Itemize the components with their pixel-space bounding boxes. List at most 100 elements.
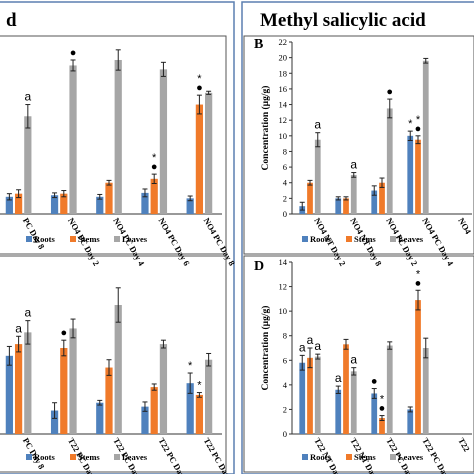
bar-leaves [386,108,393,214]
significance-mark: * [380,394,385,406]
bar-roots [50,410,59,434]
significance-mark: ● [60,327,67,339]
legend-swatch-stems [346,454,352,460]
significance-mark: ● [196,82,203,94]
y-tick-label: 8 [283,146,287,156]
bar-stems [379,182,385,214]
significance-mark: * [197,380,202,392]
panel-letter: B [254,37,263,52]
legend-swatch-leaves [114,454,120,460]
significance-mark: a [335,371,342,385]
significance-mark: ● [70,47,77,59]
y-tick-label: 22 [279,37,288,47]
significance-mark: ● [379,403,386,415]
significance-mark: a [314,339,321,353]
bar-leaves [24,116,32,214]
legend-label-roots: Roots [310,452,331,462]
legend-swatch-leaves [114,236,120,242]
bar-roots [96,196,104,214]
significance-mark: ● [415,277,422,289]
bar-leaves [24,332,32,434]
bar-stems [195,394,204,434]
bar-leaves [69,328,77,434]
bar-leaves [350,371,357,434]
y-tick-label: 4 [283,380,288,390]
legend-swatch-roots [26,454,32,460]
panel-border [0,35,227,255]
legend-label-leaves: Leaves [122,452,148,462]
y-tick-label: 6 [283,162,287,172]
panel-border [243,255,474,473]
significance-mark: a [24,90,31,104]
legend-swatch-leaves [390,236,396,242]
left-section-title: d [6,10,17,31]
panel-border [243,35,474,255]
legend-swatch-roots [302,454,308,460]
y-tick-label: 18 [279,68,288,78]
y-tick-label: 10 [279,131,288,141]
significance-mark: a [15,321,22,335]
y-tick-label: 4 [283,178,288,188]
bar-stems [307,182,313,214]
bar-stems [14,193,23,214]
legend-swatch-leaves [390,454,396,460]
bar-leaves [114,305,122,434]
legend-label-leaves: Leaves [398,234,424,244]
bar-stems [415,300,421,434]
bar-stems [343,198,349,214]
y-tick-label: 8 [283,331,287,341]
right-section-frame [241,1,474,474]
y-axis-label: Concentration (µg/g) [260,306,271,391]
legend-swatch-stems [70,236,76,242]
legend-label-leaves: Leaves [122,234,148,244]
bar-roots [407,135,414,214]
bar-leaves [159,344,168,434]
significance-mark: a [350,353,357,367]
bar-roots [5,196,13,214]
bar-leaves [205,359,213,434]
legend-label-roots: Roots [310,234,331,244]
significance-mark: a [314,118,321,132]
bar-leaves [314,139,321,214]
significance-mark: a [307,333,314,347]
y-tick-label: 20 [279,53,288,63]
significance-mark: ● [415,123,422,135]
significance-mark: * [197,73,202,85]
y-tick-label: 0 [283,209,287,219]
bar-roots [186,383,194,434]
bar-leaves [422,60,429,214]
legend-label-leaves: Leaves [398,452,424,462]
bar-roots [96,402,104,434]
bar-roots [141,406,149,434]
legend-label-stems: Stems [354,452,376,462]
y-tick-label: 10 [279,306,288,316]
legend-label-stems: Stems [78,452,100,462]
bar-leaves [422,348,429,434]
bar-leaves [205,92,213,214]
bar-leaves [159,69,168,214]
bar-stems [105,367,113,434]
bar-roots [371,393,378,434]
legend-label-stems: Stems [354,234,376,244]
bar-roots [335,389,342,434]
y-tick-label: 2 [283,404,287,414]
y-tick-label: 16 [279,84,288,94]
significance-mark: a [24,306,31,320]
significance-mark: * [188,360,193,372]
y-tick-label: 2 [283,193,287,203]
bar-leaves [350,174,357,214]
y-tick-label: 14 [279,257,288,267]
bar-stems [415,139,421,214]
significance-mark: * [408,118,413,130]
bar-stems [14,344,23,434]
bar-stems [60,193,68,214]
bar-roots [5,355,13,434]
bar-roots [141,192,149,214]
bar-leaves [314,356,321,434]
significance-mark: a [299,340,306,354]
legend-label-roots: Roots [34,234,55,244]
significance-mark: * [416,268,421,280]
panel-letter: D [254,259,264,274]
bar-roots [371,190,378,214]
